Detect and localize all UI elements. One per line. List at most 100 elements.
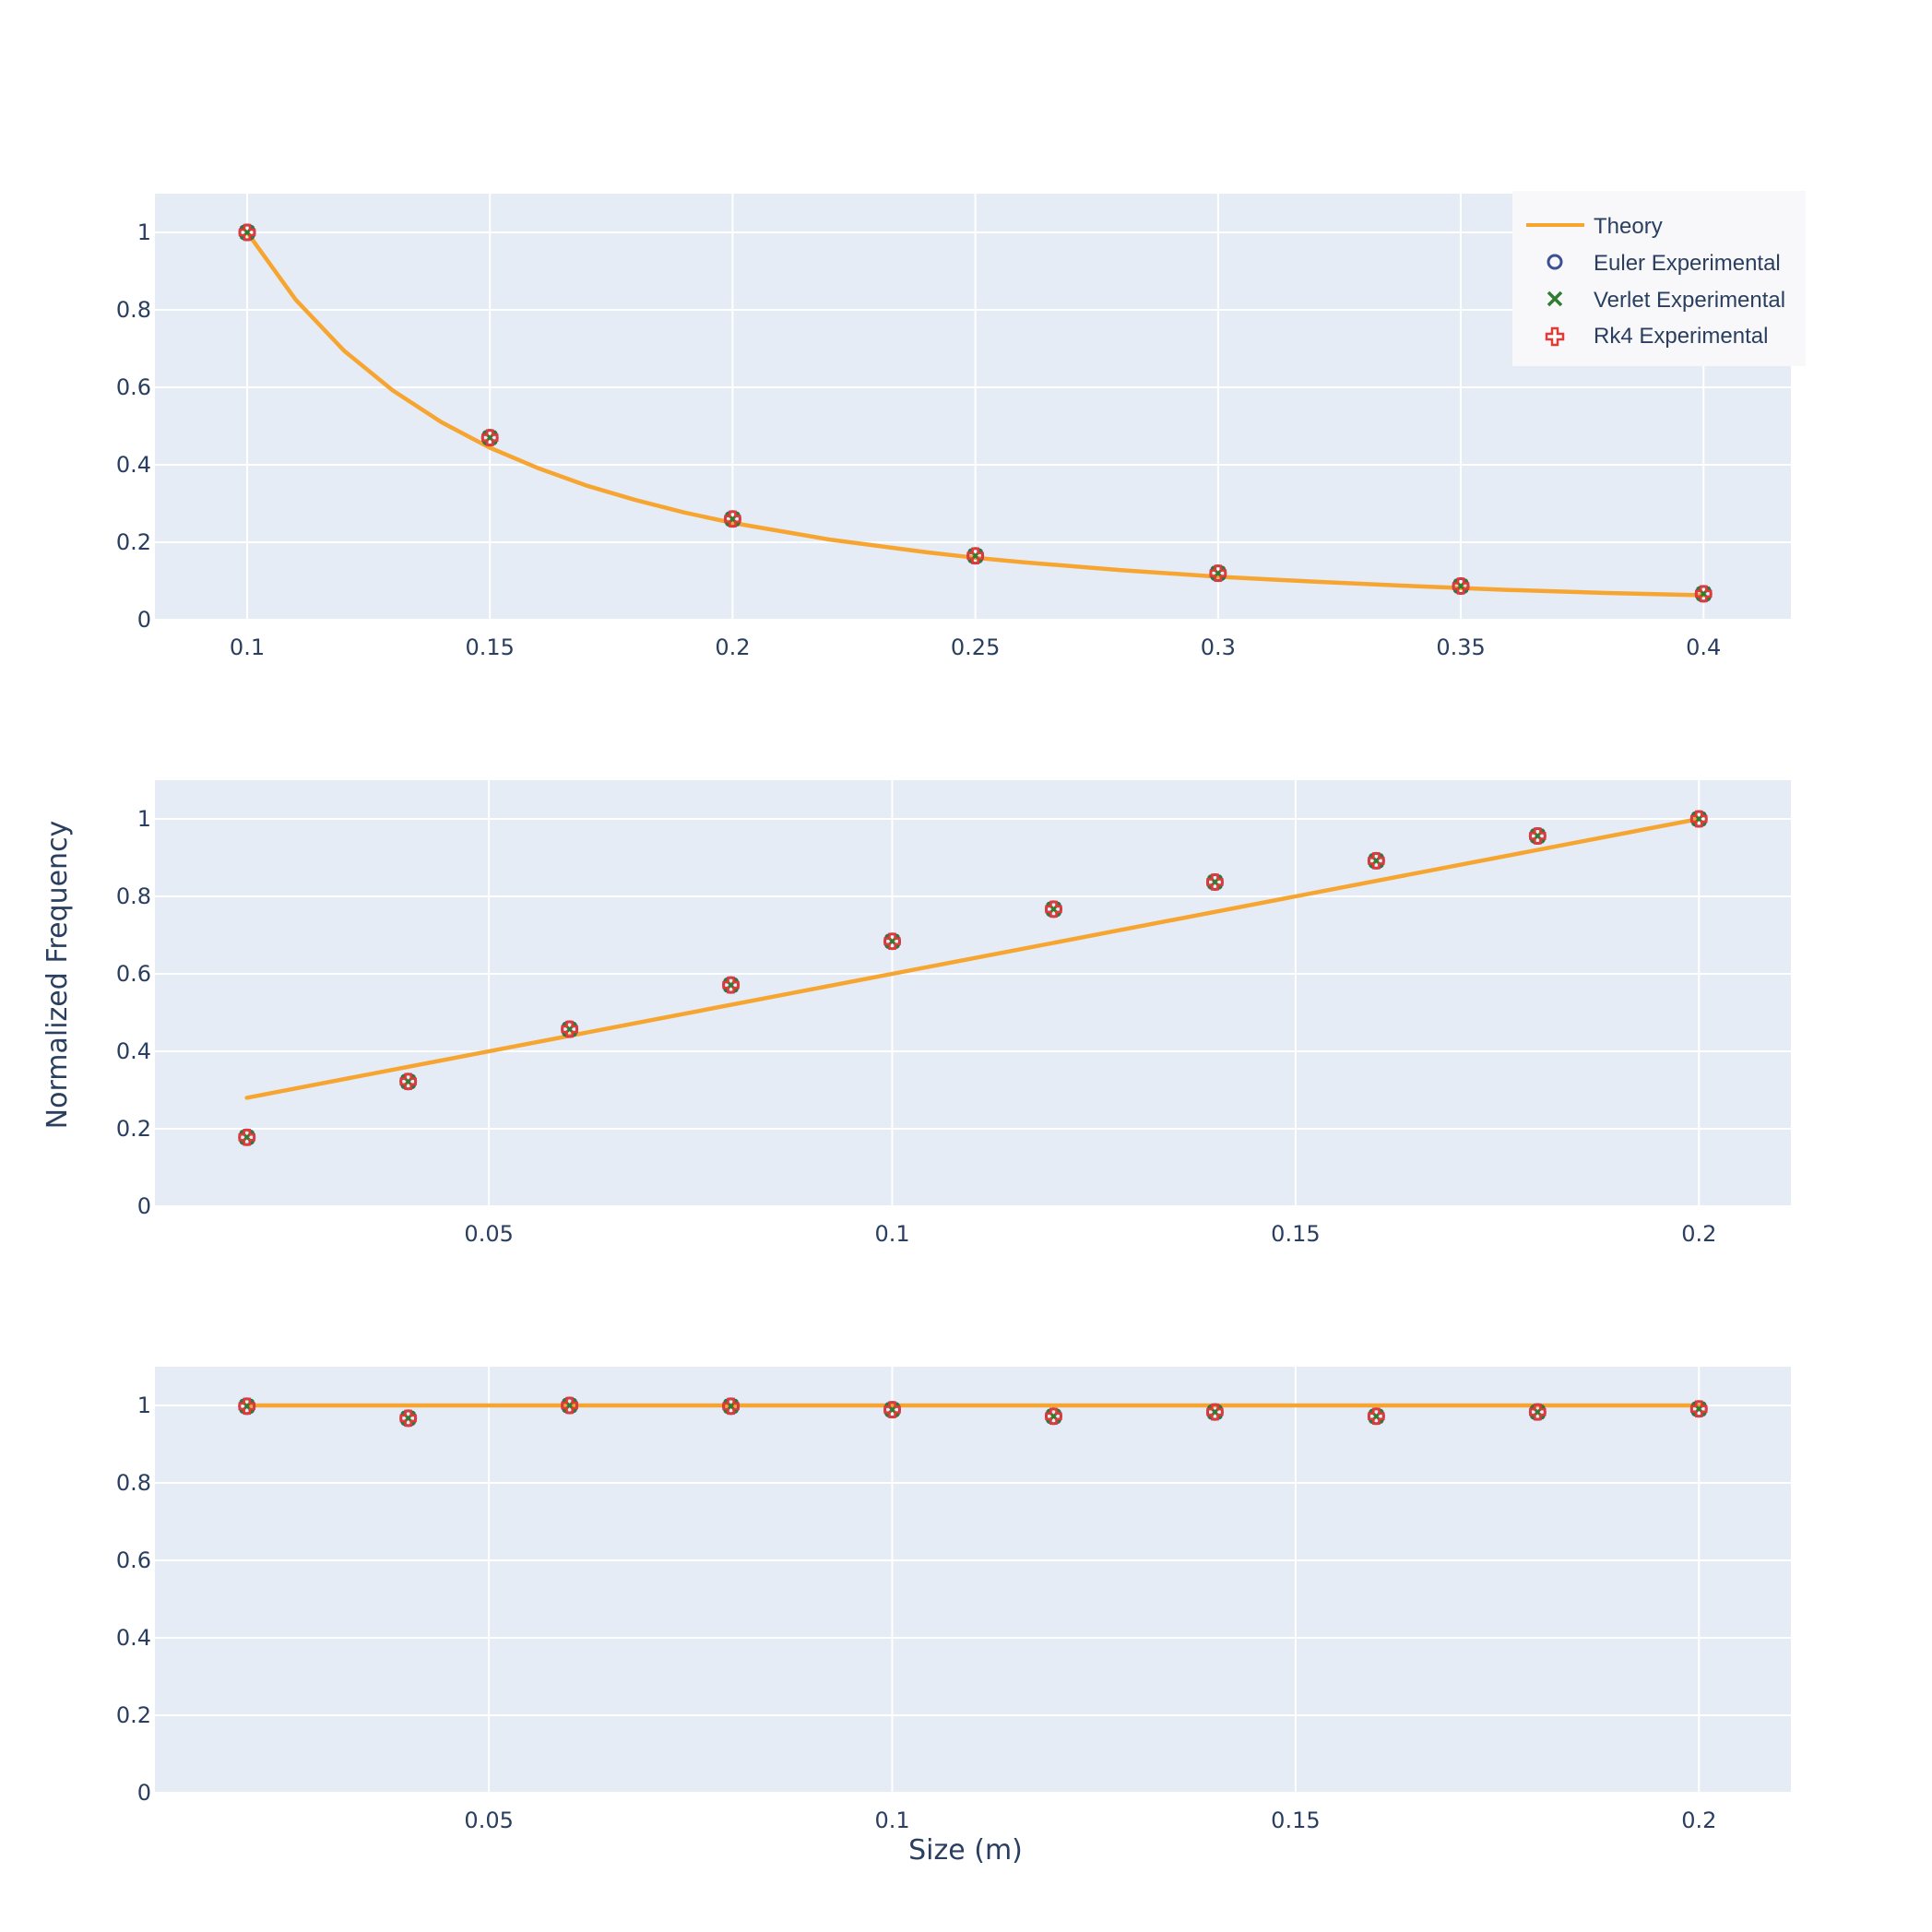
- y-tick-label: 0.4: [116, 1038, 151, 1064]
- y-tick-label: 0.4: [116, 1625, 151, 1651]
- verlet-point: [1046, 1408, 1061, 1424]
- legend-item-euler[interactable]: Euler Experimental: [1547, 251, 1781, 276]
- cross-open-marker-icon: [1545, 326, 1565, 347]
- rk4-point: [561, 1020, 578, 1038]
- rk4-point: [1045, 900, 1062, 919]
- x-tick-label: 0.05: [464, 1221, 513, 1247]
- y-axis-title: Normalized Frequency: [41, 821, 74, 1130]
- verlet-point: [400, 1073, 416, 1089]
- verlet-point: [1530, 1405, 1546, 1420]
- verlet-point: [1210, 565, 1226, 581]
- y-tick-label: 0.6: [116, 374, 151, 400]
- legend-label-euler: Euler Experimental: [1594, 251, 1781, 276]
- rk4-point: [1209, 564, 1227, 582]
- rk4-point: [1690, 1400, 1708, 1418]
- x-tick-label: 0.15: [466, 634, 515, 660]
- x-tick-label: 0.2: [1681, 1808, 1716, 1833]
- subplot-3: 0.05 0.1 0.15 0.2 0 0.2 0.4 0.6 0.8 1: [116, 1367, 1791, 1833]
- legend-item-verlet[interactable]: Verlet Experimental: [1547, 288, 1785, 313]
- verlet-point: [1691, 1401, 1707, 1416]
- rk4-point: [1206, 873, 1224, 891]
- verlet-point: [400, 1410, 416, 1426]
- x-tick-label: 0.05: [464, 1808, 513, 1833]
- rk4-point: [1206, 1403, 1224, 1421]
- rk4-point: [238, 1128, 255, 1146]
- rk4-point: [966, 547, 984, 564]
- y-tick-label: 0.2: [116, 529, 151, 555]
- subplot-2: 0.05 0.1 0.15 0.2 0 0.2 0.4 0.6 0.8 1: [116, 780, 1791, 1247]
- verlet-point: [1530, 828, 1546, 844]
- rk4-point: [1368, 1407, 1385, 1426]
- x-tick-label: 0.1: [230, 634, 265, 660]
- y-tick-label: 1: [137, 219, 151, 245]
- verlet-point: [562, 1397, 577, 1414]
- subplots: 0.1 0.15 0.2 0.25 0.3 0.35 0.400.20.40.60.810.…: [116, 194, 1791, 1833]
- verlet-point: [1691, 811, 1707, 827]
- rk4-point: [561, 1396, 578, 1415]
- y-tick-label: 0: [137, 607, 151, 633]
- plot-area: [155, 1367, 1791, 1793]
- verlet-point: [239, 1398, 255, 1414]
- rk4-point: [724, 510, 741, 528]
- y-tick-label: 0.2: [116, 1116, 151, 1142]
- verlet-point: [562, 1021, 577, 1037]
- y-tick-label: 0.8: [116, 1470, 151, 1496]
- y-tick-label: 0.8: [116, 297, 151, 323]
- x-tick-label: 0.1: [874, 1221, 909, 1247]
- x-tick-label: 0.1: [874, 1808, 909, 1833]
- rk4-point: [722, 1397, 740, 1416]
- theory-line: [244, 230, 1706, 598]
- y-tick-label: 0.6: [116, 961, 151, 987]
- x-tick-label: 0.2: [1681, 1221, 1716, 1247]
- legend-item-theory[interactable]: Theory: [1526, 214, 1663, 239]
- verlet-point: [723, 978, 739, 993]
- rk4-point: [238, 1397, 255, 1416]
- y-tick-label: 0: [137, 1780, 151, 1806]
- rk4-point: [1452, 577, 1470, 595]
- rk4-point: [1690, 810, 1708, 828]
- y-tick-label: 1: [137, 1393, 151, 1418]
- y-tick-label: 0: [137, 1193, 151, 1219]
- x-tick-label: 0.4: [1686, 634, 1721, 660]
- x-marker-icon: [1547, 290, 1563, 307]
- rk4-point: [883, 932, 901, 950]
- verlet-point: [239, 224, 255, 241]
- verlet-point: [239, 1130, 255, 1145]
- rk4-point: [238, 223, 256, 242]
- verlet-point: [967, 548, 983, 563]
- verlet-point: [723, 1398, 739, 1414]
- rk4-point: [1695, 585, 1713, 603]
- rk4-point: [1529, 1403, 1547, 1421]
- x-tick-label: 0.35: [1436, 634, 1485, 660]
- verlet-point: [1369, 1408, 1384, 1424]
- rk4-point: [722, 976, 740, 994]
- rk4-point: [883, 1401, 901, 1418]
- x-tick-label: 0.15: [1271, 1808, 1320, 1833]
- x-axis-title: Size (m): [908, 1834, 1023, 1867]
- y-tick-label: 0.4: [116, 452, 151, 478]
- legend-item-rk4[interactable]: Rk4 Experimental: [1545, 324, 1768, 349]
- verlet-point: [884, 1402, 900, 1417]
- x-tick-label: 0.15: [1271, 1221, 1320, 1247]
- rk4-point: [1529, 827, 1547, 845]
- legend-label-theory: Theory: [1594, 214, 1663, 239]
- circle-open-marker-icon: [1547, 254, 1563, 270]
- verlet-point: [1369, 853, 1384, 869]
- verlet-point: [1046, 901, 1061, 917]
- verlet-point: [1207, 1405, 1223, 1420]
- verlet-point: [1696, 586, 1712, 601]
- verlet-point: [1452, 578, 1469, 594]
- rk4-point: [399, 1409, 417, 1428]
- rk4-point: [1045, 1407, 1062, 1426]
- y-tick-label: 1: [137, 806, 151, 832]
- y-tick-label: 0.8: [116, 883, 151, 909]
- x-tick-label: 0.2: [715, 634, 750, 660]
- y-tick-label: 0.6: [116, 1547, 151, 1573]
- legend-label-verlet: Verlet Experimental: [1594, 288, 1785, 313]
- theory-line: [244, 816, 1701, 1100]
- verlet-point: [482, 430, 498, 445]
- rk4-point: [1368, 852, 1385, 870]
- plot-area: [155, 780, 1791, 1206]
- legend[interactable]: Theory Euler Experimental Verlet Experim…: [1512, 191, 1806, 366]
